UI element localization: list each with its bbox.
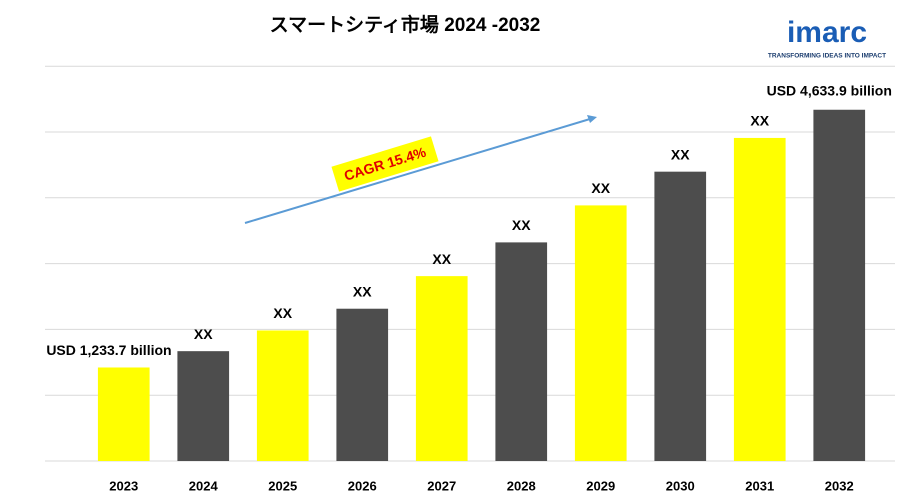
value-label: XX [273,305,292,321]
x-tick-label: 2028 [507,478,536,493]
logo-name: imarc [787,16,867,49]
value-label: XX [353,283,372,299]
bar [733,137,786,461]
value-label: USD 4,633.9 billion [767,82,892,98]
value-label: USD 1,233.7 billion [46,342,171,358]
bar [654,171,707,462]
x-tick-label: 2024 [189,478,219,493]
arrow-head [587,115,597,123]
value-label: XX [432,251,451,267]
value-label: XX [512,217,531,233]
logo-tagline: TRANSFORMING IDEAS INTO IMPACT [768,53,886,60]
x-tick-label: 2026 [348,478,377,493]
cagr-badge: CAGR 15.4% [331,136,439,192]
x-tick-label: 2027 [427,478,456,493]
bar [574,205,627,461]
value-label: XX [671,146,690,162]
bar [336,308,389,461]
bar [495,242,548,461]
x-tick-label: 2029 [586,478,615,493]
x-tick-label: 2031 [745,478,774,493]
arrow-line [244,118,591,224]
x-tick-label: 2032 [825,478,854,493]
value-label: XX [750,113,769,129]
bar [177,351,230,461]
bar [97,367,150,461]
bar [415,276,468,461]
value-label: XX [194,326,213,342]
x-tick-label: 2030 [666,478,695,493]
cagr-arrow: CAGR 15.4% [244,115,597,224]
logo: imarc TRANSFORMING IDEAS INTO IMPACT [768,16,886,60]
value-label: XX [591,180,610,196]
x-tick-label: 2023 [109,478,138,493]
bar [813,109,866,462]
bar [256,330,309,461]
x-tick-label: 2025 [268,478,297,493]
chart-title: スマートシティ市場 2024 -2032 [270,13,541,36]
cagr-box [331,136,439,192]
bars: 2023 USD 1,233.7 billion 2024 XX 2025 XX 2026 X… [46,82,892,493]
